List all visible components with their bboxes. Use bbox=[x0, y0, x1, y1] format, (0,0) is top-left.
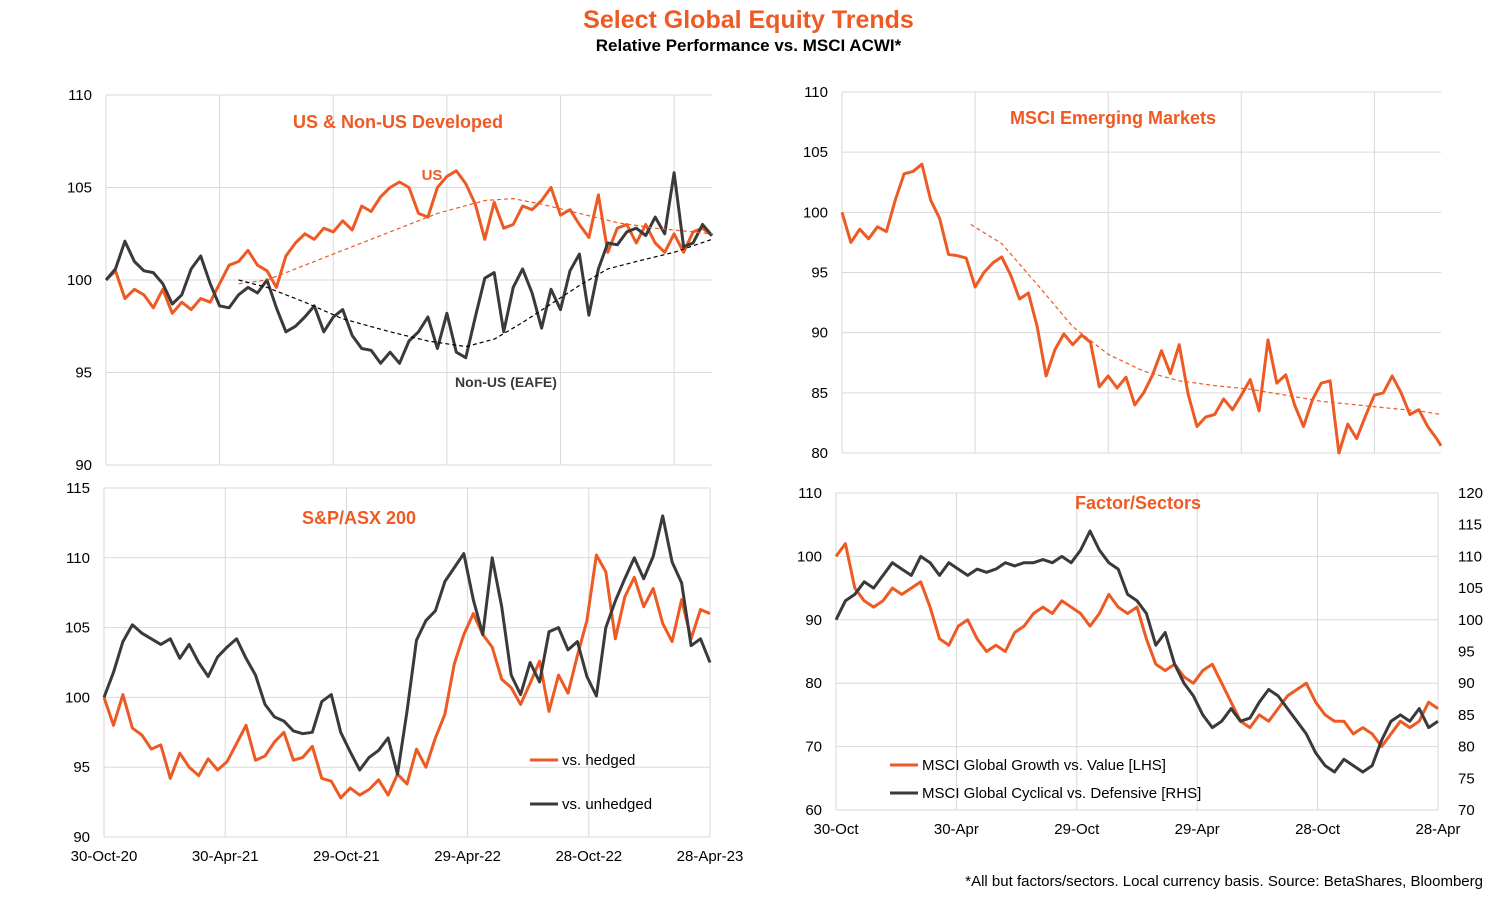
factor-ytick-label: 90 bbox=[805, 612, 822, 629]
asx-xtick-label: 30-Apr-21 bbox=[192, 848, 259, 865]
factor-legend-label: MSCI Global Cyclical vs. Defensive [RHS] bbox=[922, 785, 1201, 802]
us-ytick-label: 90 bbox=[75, 457, 92, 474]
us-series-line-1 bbox=[104, 171, 714, 365]
us-series-label: US bbox=[422, 167, 443, 184]
em-ytick-label: 95 bbox=[811, 265, 828, 282]
factor-xtick-label: 28-Apr bbox=[1415, 821, 1460, 838]
factor-xtick-label: 28-Oct bbox=[1295, 821, 1341, 838]
asx-ytick-label: 115 bbox=[66, 480, 90, 497]
factor-ytick-label: 110 bbox=[798, 485, 822, 502]
asx-legend-label: vs. hedged bbox=[562, 752, 635, 769]
page-title: Select Global Equity Trends bbox=[583, 6, 914, 34]
factor-y2tick-label: 90 bbox=[1458, 675, 1475, 692]
asx-ytick-label: 90 bbox=[73, 829, 90, 846]
asx-xtick-label: 28-Oct-22 bbox=[555, 848, 622, 865]
em-series-line-1 bbox=[970, 223, 1442, 416]
asx-xtick-label: 29-Apr-22 bbox=[434, 848, 501, 865]
factor-ytick-label: 80 bbox=[805, 675, 822, 692]
footnote: *All but factors/sectors. Local currency… bbox=[965, 873, 1483, 890]
us-series-label: Non-US (EAFE) bbox=[455, 374, 557, 390]
factor-y2tick-label: 70 bbox=[1458, 802, 1475, 819]
factor-y2tick-label: 100 bbox=[1458, 612, 1483, 629]
us-series-line-3 bbox=[238, 238, 713, 348]
factor-y2tick-label: 95 bbox=[1458, 644, 1475, 661]
factor-ytick-label: 70 bbox=[805, 739, 822, 756]
asx-xtick-label: 30-Oct-20 bbox=[71, 848, 138, 865]
factor-series-line-0 bbox=[834, 542, 1439, 749]
factor-series-line-1 bbox=[834, 529, 1439, 774]
em-ytick-label: 85 bbox=[811, 385, 828, 402]
us-ytick-label: 100 bbox=[67, 272, 92, 289]
em-ytick-label: 105 bbox=[803, 144, 828, 161]
factor-y2tick-label: 120 bbox=[1458, 485, 1483, 502]
factor-y2tick-label: 110 bbox=[1458, 548, 1482, 565]
us-series-line-2 bbox=[238, 198, 713, 285]
factor-y2tick-label: 115 bbox=[1458, 517, 1482, 534]
asx-xtick-label: 29-Oct-21 bbox=[313, 848, 380, 865]
asx-ytick-label: 100 bbox=[65, 689, 90, 706]
factor-xtick-label: 29-Apr bbox=[1175, 821, 1220, 838]
asx-legend-label: vs. unhedged bbox=[562, 796, 652, 813]
factor-xtick-label: 30-Apr bbox=[934, 821, 979, 838]
asx-chart-title: S&P/ASX 200 bbox=[302, 508, 416, 528]
asx-series-line-1 bbox=[102, 514, 712, 776]
page-subtitle: Relative Performance vs. MSCI ACWI* bbox=[595, 36, 902, 55]
asx-series-line-0 bbox=[102, 553, 711, 800]
em-series-line-0 bbox=[840, 162, 1443, 455]
em-ytick-label: 110 bbox=[804, 84, 828, 101]
em-ytick-label: 90 bbox=[811, 325, 828, 342]
us-ytick-label: 110 bbox=[68, 87, 92, 104]
em-ytick-label: 100 bbox=[803, 204, 828, 221]
factor-y2tick-label: 80 bbox=[1458, 739, 1475, 756]
factor-legend-label: MSCI Global Growth vs. Value [LHS] bbox=[922, 757, 1166, 774]
em-chart-title: MSCI Emerging Markets bbox=[1010, 108, 1216, 128]
factor-y2tick-label: 105 bbox=[1458, 580, 1483, 597]
asx-ytick-label: 95 bbox=[73, 759, 90, 776]
asx-ytick-label: 105 bbox=[65, 620, 90, 637]
asx-ytick-label: 110 bbox=[66, 550, 90, 567]
factor-y2tick-label: 75 bbox=[1458, 770, 1475, 787]
factor-ytick-label: 100 bbox=[797, 548, 822, 565]
asx-xtick-label: 28-Apr-23 bbox=[677, 848, 744, 865]
factor-chart-title: Factor/Sectors bbox=[1075, 493, 1201, 513]
factor-ytick-label: 60 bbox=[805, 802, 822, 819]
factor-y2tick-label: 85 bbox=[1458, 707, 1475, 724]
em-ytick-label: 80 bbox=[811, 445, 828, 462]
us-chart-title: US & Non-US Developed bbox=[293, 112, 503, 132]
us-ytick-label: 95 bbox=[75, 365, 92, 382]
us-ytick-label: 105 bbox=[67, 180, 92, 197]
factor-xtick-label: 29-Oct bbox=[1054, 821, 1100, 838]
factor-xtick-label: 30-Oct bbox=[813, 821, 859, 838]
